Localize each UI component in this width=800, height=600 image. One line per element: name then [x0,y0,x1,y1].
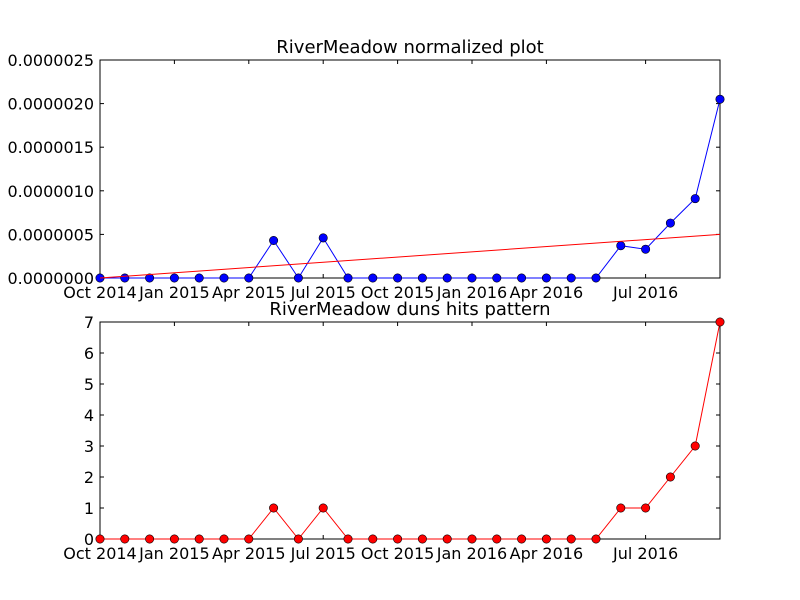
data-point [244,273,254,283]
data-point [120,534,130,544]
axes-frame [99,321,721,540]
data-point [566,273,576,283]
data-point [591,534,601,544]
y-tick-label: 0.0000000 [7,269,94,288]
chart-title-normalized: RiverMeadow normalized plot [276,37,543,58]
x-tick-label: Oct 2015 [361,544,434,563]
data-point [492,534,502,544]
data-point [169,534,179,544]
data-point [343,273,353,283]
data-point [219,273,229,283]
y-tick-label: 3 [84,437,94,456]
y-tick-label: 6 [84,344,94,363]
data-point [343,534,353,544]
x-tick-label: Oct 2014 [63,283,136,302]
x-tick-label: Jan 2015 [138,283,209,302]
data-point [541,273,551,283]
x-tick-label: Jan 2016 [436,544,507,563]
data-point [492,273,502,283]
data-point [194,273,204,283]
y-tick-label: 4 [84,406,94,425]
data-point [442,534,452,544]
data-point [393,273,403,283]
data-point [616,241,626,251]
data-point [417,534,427,544]
series-line [100,99,721,279]
x-tick-label: Jul 2016 [612,283,678,302]
data-point [591,273,601,283]
data-point [665,218,675,228]
x-tick-label: Jan 2016 [436,283,507,302]
series-line [100,321,721,540]
x-tick-label: Jul 2015 [290,544,356,563]
data-point [690,441,700,451]
data-point [145,534,155,544]
data-point [665,472,675,482]
data-point [293,273,303,283]
y-tick-label: 2 [84,468,94,487]
x-tick-label: Apr 2015 [212,283,285,302]
data-point [690,194,700,204]
y-tick-label: 0.0000005 [7,225,94,244]
x-tick-label: Oct 2015 [361,283,434,302]
y-tick-label: 0.0000020 [7,95,94,114]
data-point [169,273,179,283]
y-tick-label: 1 [84,499,94,518]
data-point [467,273,477,283]
data-point [517,273,527,283]
y-tick-label: 5 [84,375,94,394]
y-tick-label: 0.0000010 [7,182,94,201]
x-tick-label: Apr 2016 [510,283,583,302]
x-tick-label: Apr 2016 [510,544,583,563]
data-point [318,233,328,243]
y-tick-label: 7 [84,313,94,332]
data-point [541,534,551,544]
trend-line [99,233,721,279]
data-point [269,503,279,513]
data-point [467,534,477,544]
data-point [442,273,452,283]
data-point [368,534,378,544]
data-point [318,503,328,513]
data-point [219,534,229,544]
data-point [293,534,303,544]
y-tick-label: 0 [84,530,94,549]
axes-frame [99,59,721,279]
data-point [715,317,725,327]
data-point [95,534,105,544]
data-point [566,534,576,544]
data-point [616,503,626,513]
data-point [269,236,279,246]
x-tick-label: Jul 2015 [290,283,356,302]
y-tick-label: 0.0000015 [7,138,94,157]
y-tick-label: 0.0000025 [7,51,94,70]
data-point [368,273,378,283]
plot-normalized: 0.0000000 0.0000005 0.0000010 0.0000015 0.00… [7,51,725,302]
data-point [393,534,403,544]
data-point [641,244,651,254]
data-point [120,273,130,283]
x-tick-label: Apr 2015 [212,544,285,563]
data-point [641,503,651,513]
plot-hits: 0 1 2 3 4 5 6 7 Oct 2014 Jan 2015 Apr 2015 Jul 2015… [63,313,725,563]
data-point [417,273,427,283]
chart-title-hits: RiverMeadow duns hits pattern [269,299,550,320]
data-point [244,534,254,544]
x-tick-label: Jan 2015 [138,544,209,563]
x-tick-label: Jul 2016 [612,544,678,563]
data-point [145,273,155,283]
x-tick-label: Oct 2014 [63,544,136,563]
data-point [715,94,725,104]
data-point [517,534,527,544]
data-point [194,534,204,544]
